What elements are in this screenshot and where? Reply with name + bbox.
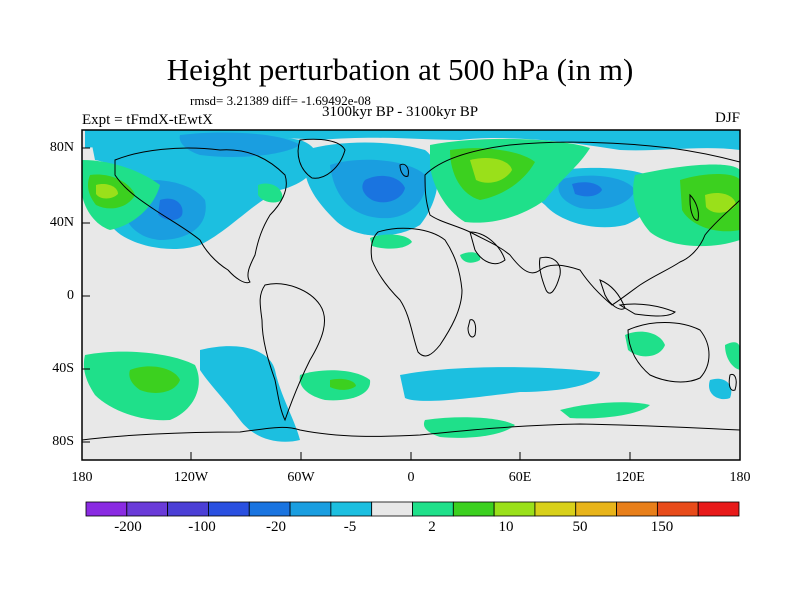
colorbar-swatch [330, 501, 373, 517]
coastlines [82, 138, 740, 441]
coast-antarctica [82, 423, 740, 441]
lat-label-80s: 80S [52, 434, 74, 449]
neg-region-west-australia [709, 378, 732, 400]
colorbar-label: -20 [266, 519, 286, 535]
colorbar-swatch [289, 501, 332, 517]
colorbar-swatch [534, 501, 577, 517]
coast-south-america [259, 283, 325, 422]
axis-ticks [82, 147, 631, 460]
lon-label-0: 0 [407, 470, 415, 485]
lat-label-40s: 40S [52, 361, 74, 376]
lon-label-180-west: 180 [71, 470, 93, 485]
neg-strong-atlantic [362, 175, 405, 203]
season-label: DJF [714, 110, 740, 126]
pos-strong-pacific [96, 184, 118, 199]
coast-greenland [297, 138, 346, 179]
coast-india [539, 256, 561, 294]
colorbar-swatch [412, 501, 454, 517]
colorbar-swatch [208, 501, 250, 517]
coast-australia [627, 322, 710, 383]
lon-label-180-east: 180 [729, 470, 751, 485]
lat-label-80n: 80N [49, 140, 74, 155]
coast-madagascar [467, 319, 477, 338]
neg-region-south-midlat [400, 367, 600, 401]
colorbar-swatch [248, 501, 291, 517]
pos-strong-europe [470, 158, 512, 183]
neg-region-pacific-south [200, 346, 300, 442]
pos-region-greenland [258, 183, 283, 203]
coast-arabia [469, 231, 506, 265]
colorbar-label: -100 [188, 519, 216, 535]
coast-africa [370, 227, 463, 357]
colorbar-swatch [656, 501, 699, 517]
lon-label-120e: 120E [615, 470, 645, 485]
pos-mid-south-atlantic [330, 378, 356, 390]
colorbar-label: -5 [343, 519, 357, 535]
lon-label-120w: 120W [173, 470, 209, 485]
colorbar-label: 50 [572, 519, 588, 535]
colorbar-swatch [575, 501, 617, 517]
neg-strong-pacific [158, 198, 183, 221]
anomaly-field [82, 130, 740, 442]
pos-region-africa-north [370, 234, 412, 249]
coast-japan [689, 193, 699, 221]
colorbar-swatch [126, 501, 169, 517]
coast-eurasia [424, 141, 740, 306]
pos-region-southern-ocean-east [560, 402, 650, 419]
lat-label-0: 0 [67, 288, 74, 303]
colorbar-label: 150 [650, 519, 674, 535]
colorbar-label: 2 [428, 519, 436, 535]
lat-label-40n: 40N [49, 215, 74, 230]
stats-text: rmsd= 3.21389 diff= -1.69492e-08 [190, 93, 371, 108]
colorbar-swatch [167, 501, 209, 517]
colorbar-swatch [616, 501, 658, 517]
pos-region-east-edge [725, 342, 740, 370]
colorbar-swatch [371, 501, 413, 517]
coast-indonesia [618, 303, 676, 317]
colorbar-swatch [493, 501, 536, 517]
coast-new-zealand [728, 373, 737, 391]
pos-region-indian [460, 252, 481, 263]
neg-mid-arctic [179, 132, 300, 157]
colorbar-swatch [697, 501, 740, 517]
lon-label-60e: 60E [508, 470, 532, 485]
neg-strong-asia [572, 182, 602, 197]
plot-title: Height perturbation at 500 hPa (in m) [166, 52, 634, 87]
colorbar-label: 10 [498, 519, 514, 535]
period-text: 3100kyr BP - 3100kyr BP [322, 104, 479, 120]
pos-mid-south-pacific [129, 366, 180, 393]
colorbar [85, 501, 740, 517]
colorbar-label: -200 [114, 519, 142, 535]
colorbar-swatch [85, 501, 128, 517]
pos-region-australia [625, 331, 665, 357]
lon-label-60w: 60W [287, 470, 315, 485]
colorbar-swatch [452, 501, 495, 517]
coast-uk [399, 163, 409, 177]
coast-north-america [114, 147, 287, 284]
pos-strong-east-asia [705, 193, 736, 213]
experiment-label: Expt = tFmdX-tEwtX [82, 112, 213, 128]
